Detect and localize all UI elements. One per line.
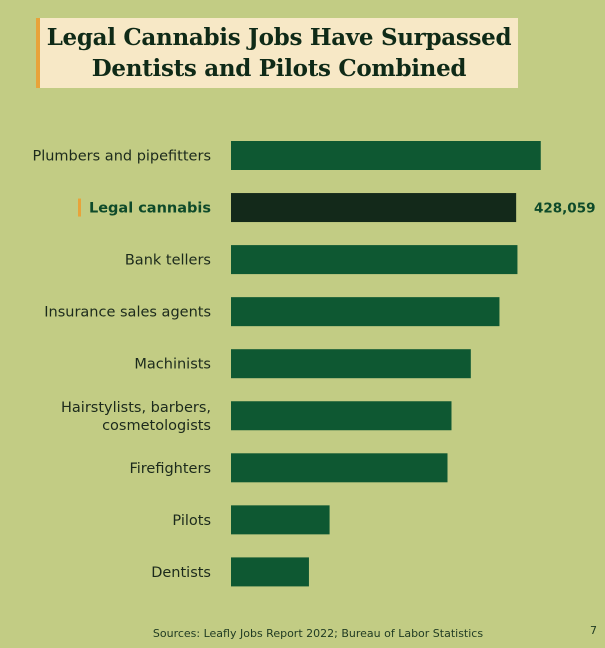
category-label-6: Firefighters: [129, 461, 211, 477]
category-label-4: Machinists: [134, 357, 211, 373]
bar-5: [231, 401, 452, 431]
category-label-8: Dentists: [151, 565, 211, 581]
chart-title-line-2: Dentists and Pilots Combined: [91, 55, 467, 82]
data-label-1: 428,059: [534, 201, 596, 217]
category-label-1: Legal cannabis: [89, 201, 211, 217]
page-number: 7: [590, 624, 597, 637]
title-box: Legal Cannabis Jobs Have Surpassed Denti…: [36, 18, 518, 88]
bar-2: [231, 245, 518, 275]
source-note: Sources: Leafly Jobs Report 2022; Bureau…: [152, 627, 484, 640]
category-label-2: Bank tellers: [125, 253, 211, 269]
chart-title-line-1: Legal Cannabis Jobs Have Surpassed: [46, 24, 512, 51]
bar-0: [231, 141, 541, 170]
category-label-3: Insurance sales agents: [44, 305, 211, 321]
bar-1: [231, 193, 517, 223]
bar-chart: Plumbers and pipefitters Legal cannabis 42…: [32, 141, 596, 587]
highlight-accent-mark: [78, 198, 81, 217]
category-label-0: Plumbers and pipefitters: [32, 149, 211, 165]
bar-8: [231, 557, 309, 587]
bar-3: [231, 297, 500, 327]
bar-6: [231, 453, 448, 483]
category-label-5: Hairstylists, barbers, cosmetologists: [61, 400, 211, 434]
bar-4: [231, 349, 471, 379]
category-label-7: Pilots: [172, 513, 211, 529]
bar-7: [231, 505, 330, 535]
